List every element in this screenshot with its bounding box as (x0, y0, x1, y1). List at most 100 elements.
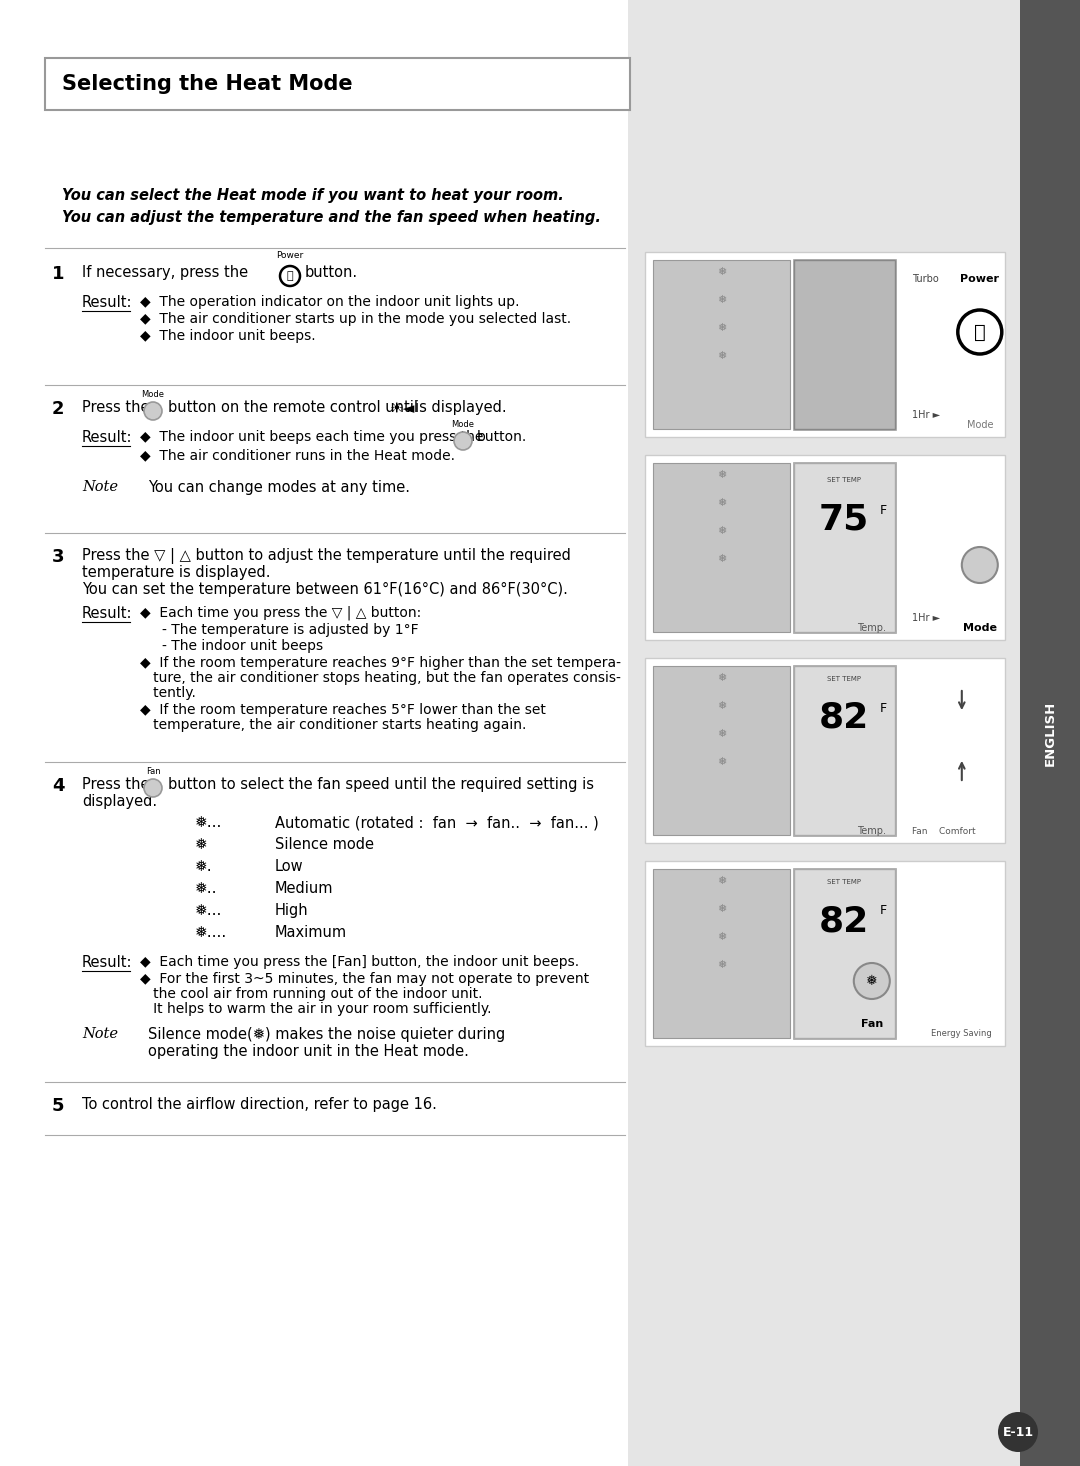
Text: Note: Note (82, 1028, 118, 1041)
Text: ❅: ❅ (717, 960, 726, 970)
Text: ❅: ❅ (717, 756, 726, 767)
Text: 1: 1 (52, 265, 65, 283)
FancyBboxPatch shape (653, 259, 789, 430)
Text: F: F (880, 503, 888, 516)
Text: Fan: Fan (146, 767, 160, 776)
FancyBboxPatch shape (793, 259, 895, 430)
Text: Mode: Mode (451, 419, 474, 430)
Text: ◆  The air conditioner runs in the Heat mode.: ◆ The air conditioner runs in the Heat m… (140, 449, 455, 462)
FancyBboxPatch shape (794, 259, 894, 430)
FancyBboxPatch shape (793, 868, 895, 1039)
Text: ❅.: ❅. (195, 859, 213, 874)
Text: If necessary, press the: If necessary, press the (82, 265, 248, 280)
Text: Automatic (rotated :  fan  →  fan..  →  fan... ): Automatic (rotated : fan → fan.. → fan..… (275, 815, 598, 830)
Text: Result:: Result: (82, 954, 133, 970)
FancyBboxPatch shape (45, 59, 630, 110)
Text: the cool air from running out of the indoor unit.: the cool air from running out of the ind… (140, 987, 483, 1001)
Text: tently.: tently. (140, 686, 195, 699)
Text: ❅: ❅ (717, 905, 726, 913)
Text: operating the indoor unit in the Heat mode.: operating the indoor unit in the Heat mo… (148, 1044, 469, 1058)
Text: ❅: ❅ (717, 526, 726, 537)
Text: button on the remote control until: button on the remote control until (168, 400, 418, 415)
Text: 75: 75 (819, 503, 869, 537)
Text: 2: 2 (52, 400, 65, 418)
Text: Energy Saving: Energy Saving (931, 1029, 993, 1038)
Text: - The indoor unit beeps: - The indoor unit beeps (162, 639, 323, 652)
Text: ❅: ❅ (717, 267, 726, 277)
Text: 4: 4 (52, 777, 65, 795)
Text: Mode: Mode (141, 390, 164, 399)
Text: Temp.: Temp. (858, 623, 887, 633)
Text: ❅: ❅ (717, 498, 726, 509)
Text: SET TEMP: SET TEMP (833, 274, 867, 280)
FancyBboxPatch shape (793, 462, 895, 633)
Circle shape (998, 1412, 1038, 1451)
Text: temperature is displayed.: temperature is displayed. (82, 564, 270, 581)
Text: 5: 5 (52, 1097, 65, 1116)
Text: ❅: ❅ (717, 554, 726, 564)
Text: F: F (880, 905, 888, 918)
Text: SET TEMP: SET TEMP (827, 880, 861, 885)
Text: Maximum: Maximum (275, 925, 347, 940)
Text: ◆  If the room temperature reaches 5°F lower than the set: ◆ If the room temperature reaches 5°F lo… (140, 704, 545, 717)
Text: button.: button. (477, 430, 527, 444)
Text: ❅: ❅ (717, 323, 726, 333)
FancyBboxPatch shape (645, 454, 1005, 641)
Text: ❅: ❅ (866, 973, 878, 988)
Text: High: High (275, 903, 309, 918)
Text: ❅: ❅ (717, 729, 726, 739)
Text: You can set the temperature between 61°F(16°C) and 86°F(30°C).: You can set the temperature between 61°F… (82, 582, 568, 597)
FancyBboxPatch shape (653, 666, 789, 836)
Text: ◆  If the room temperature reaches 9°F higher than the set tempera-: ◆ If the room temperature reaches 9°F hi… (140, 655, 621, 670)
Text: 1Hr ►: 1Hr ► (912, 613, 940, 623)
Text: is displayed.: is displayed. (415, 400, 507, 415)
Text: Fan: Fan (861, 1019, 883, 1029)
Text: Note: Note (82, 479, 118, 494)
Circle shape (144, 402, 162, 419)
Text: Silence mode(❅) makes the noise quieter during: Silence mode(❅) makes the noise quieter … (148, 1028, 505, 1042)
Text: Turbo: Turbo (913, 274, 940, 284)
Circle shape (962, 547, 998, 583)
Text: Silence mode: Silence mode (275, 837, 374, 852)
Text: Power: Power (276, 251, 303, 259)
Text: displayed.: displayed. (82, 795, 157, 809)
Text: ◆  Each time you press the [Fan] button, the indoor unit beeps.: ◆ Each time you press the [Fan] button, … (140, 954, 579, 969)
Text: To control the airflow direction, refer to page 16.: To control the airflow direction, refer … (82, 1097, 437, 1113)
Text: Power: Power (960, 274, 999, 284)
Text: Press the: Press the (82, 400, 149, 415)
Text: ◆  For the first 3~5 minutes, the fan may not operate to prevent: ◆ For the first 3~5 minutes, the fan may… (140, 972, 589, 987)
Text: It helps to warm the air in your room sufficiently.: It helps to warm the air in your room su… (140, 1001, 491, 1016)
Text: Result:: Result: (82, 430, 133, 446)
Text: You can adjust the temperature and the fan speed when heating.: You can adjust the temperature and the f… (62, 210, 600, 224)
FancyBboxPatch shape (794, 666, 894, 836)
Text: ◆  The indoor unit beeps.: ◆ The indoor unit beeps. (140, 328, 315, 343)
Text: Result:: Result: (82, 605, 133, 622)
Circle shape (144, 778, 162, 798)
Circle shape (854, 963, 890, 998)
Text: Mode: Mode (967, 419, 993, 430)
Text: button to select the fan speed until the required setting is: button to select the fan speed until the… (168, 777, 594, 792)
Text: ◆  The operation indicator on the indoor unit lights up.: ◆ The operation indicator on the indoor … (140, 295, 519, 309)
Text: Low: Low (275, 859, 303, 874)
Text: ❅...: ❅... (195, 903, 222, 918)
Text: ◆  Each time you press the ▽ | △ button:: ◆ Each time you press the ▽ | △ button: (140, 605, 421, 620)
Text: button.: button. (305, 265, 359, 280)
Text: 1Hr ►: 1Hr ► (912, 410, 940, 419)
Text: ❅..: ❅.. (195, 881, 217, 896)
Text: You can change modes at any time.: You can change modes at any time. (148, 479, 410, 496)
Text: ❅: ❅ (717, 350, 726, 361)
FancyBboxPatch shape (793, 666, 895, 836)
FancyBboxPatch shape (645, 861, 1005, 1047)
Text: ❅...: ❅... (195, 815, 222, 830)
Text: 3: 3 (52, 548, 65, 566)
Text: F: F (880, 702, 888, 714)
Text: ◆  The indoor unit beeps each time you press the: ◆ The indoor unit beeps each time you pr… (140, 430, 484, 444)
FancyBboxPatch shape (627, 0, 1020, 1466)
Text: ENGLISH: ENGLISH (1043, 701, 1056, 765)
Text: Medium: Medium (275, 881, 334, 896)
Text: Selecting the Heat Mode: Selecting the Heat Mode (62, 73, 353, 94)
FancyBboxPatch shape (645, 252, 1005, 437)
Text: SET TEMP: SET TEMP (827, 476, 861, 482)
Text: Mode: Mode (962, 623, 997, 633)
Text: Fan    Comfort: Fan Comfort (912, 827, 975, 836)
